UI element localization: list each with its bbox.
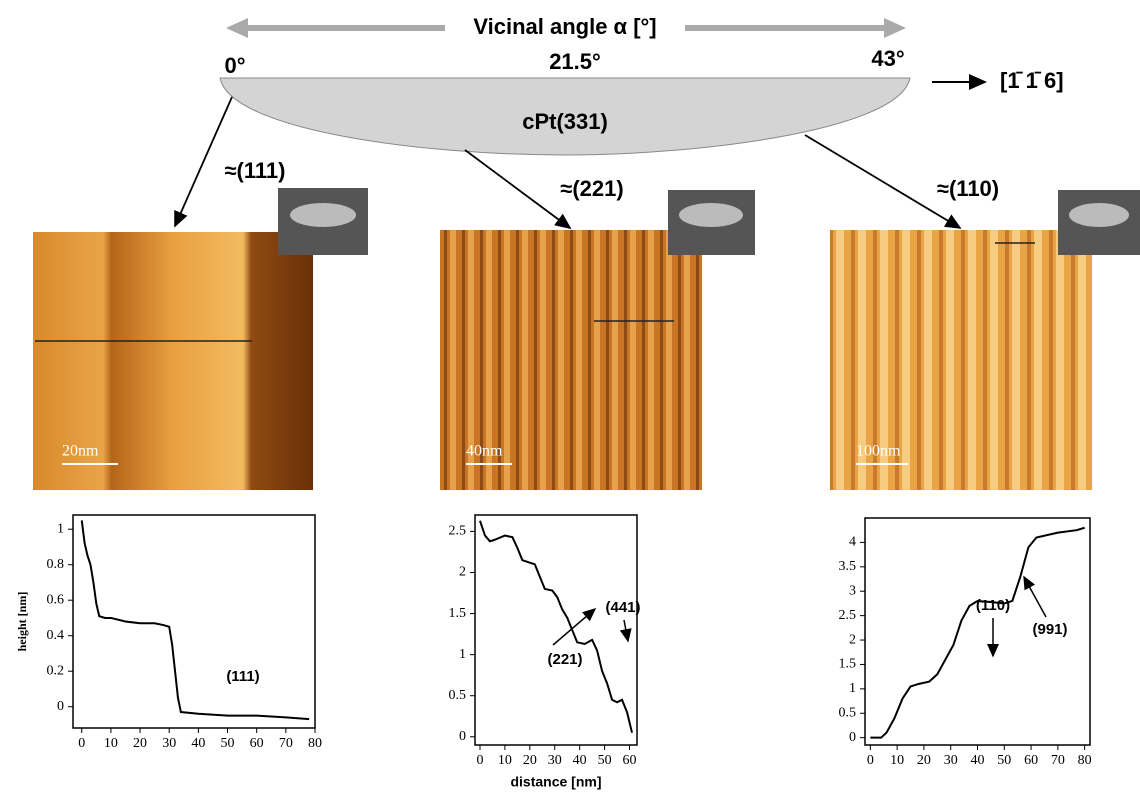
- x-tick-label: 10: [104, 736, 118, 751]
- plot-frame: [475, 515, 637, 745]
- y-tick-label: 2: [849, 632, 856, 647]
- y-tick-label: 2.5: [449, 524, 467, 539]
- scale-bar-label: 100nm: [856, 443, 901, 460]
- x-tick-label: 30: [944, 753, 958, 768]
- x-tick-label: 20: [917, 753, 931, 768]
- x-tick-label: 70: [279, 736, 293, 751]
- annotation-arrow: [553, 609, 595, 645]
- annotation: (110): [976, 597, 1010, 614]
- y-tick-label: 3.5: [839, 559, 857, 574]
- facet-label: ≈(221): [560, 176, 623, 201]
- y-tick-label: 1.5: [839, 657, 857, 672]
- x-tick-label: 0: [476, 753, 483, 768]
- x-tick-label: 80: [308, 736, 322, 751]
- y-tick-label: 0.8: [47, 557, 65, 572]
- angle-label: 43°: [871, 46, 904, 71]
- x-tick-label: 50: [997, 753, 1011, 768]
- annotation: (221): [547, 651, 582, 668]
- facet-label: ≈(110): [937, 176, 999, 201]
- y-tick-label: 1: [849, 681, 856, 696]
- y-tick-label: 1: [459, 647, 466, 662]
- angle-label: 0°: [224, 53, 245, 78]
- y-tick-label: 0: [849, 730, 856, 745]
- y-tick-label: 0.5: [839, 705, 857, 720]
- x-tick-label: 0: [867, 753, 874, 768]
- x-tick-label: 20: [523, 753, 537, 768]
- x-tick-label: 70: [1051, 753, 1065, 768]
- y-tick-label: 1: [57, 521, 64, 536]
- figure: Vicinal angle α [°] 0° 21.5° 43° [1̄ 1̄ …: [0, 0, 1140, 795]
- data-line: [480, 521, 632, 733]
- y-axis-label: height [nm]: [15, 592, 29, 652]
- axis-title: Vicinal angle α [°]: [473, 14, 656, 39]
- x-tick-label: 30: [162, 736, 176, 751]
- y-tick-label: 0: [459, 729, 466, 744]
- x-tick-label: 40: [573, 753, 587, 768]
- x-axis-label: distance [nm]: [510, 774, 601, 790]
- photo-detail: [290, 203, 356, 227]
- scale-bar-label: 20nm: [62, 443, 99, 460]
- x-tick-label: 60: [250, 736, 264, 751]
- y-tick-label: 0.4: [47, 628, 65, 643]
- annotation-arrow: [624, 620, 628, 641]
- annotation: (441): [605, 599, 640, 616]
- annotation: (991): [1032, 621, 1067, 638]
- facet-label: ≈(111): [224, 158, 285, 183]
- angle-label: 21.5°: [549, 49, 601, 74]
- photo-detail: [679, 203, 743, 227]
- y-tick-label: 2.5: [839, 608, 857, 623]
- x-tick-label: 40: [971, 753, 985, 768]
- x-tick-label: 0: [78, 736, 85, 751]
- y-tick-label: 0.5: [449, 688, 467, 703]
- x-tick-label: 40: [191, 736, 205, 751]
- annotation: (111): [226, 668, 259, 685]
- x-tick-label: 80: [1078, 753, 1092, 768]
- x-tick-label: 60: [1024, 753, 1038, 768]
- data-line: [82, 520, 309, 719]
- x-tick-label: 50: [598, 753, 612, 768]
- annotation-arrow: [1024, 577, 1046, 617]
- scale-bar-label: 40nm: [466, 443, 503, 460]
- crystal-label: cPt(331): [522, 109, 608, 134]
- y-tick-label: 3: [849, 583, 856, 598]
- y-tick-label: 0: [57, 699, 64, 714]
- y-tick-label: 0.2: [47, 663, 65, 678]
- direction-label: [1̄ 1̄ 6]: [1000, 68, 1064, 93]
- y-tick-label: 2: [459, 565, 466, 580]
- y-tick-label: 0.6: [47, 592, 65, 607]
- plot-frame: [73, 515, 315, 728]
- x-tick-label: 30: [548, 753, 562, 768]
- y-tick-label: 4: [849, 535, 856, 550]
- y-tick-label: 1.5: [449, 606, 467, 621]
- photo-detail: [1069, 203, 1129, 227]
- x-tick-label: 20: [133, 736, 147, 751]
- x-tick-label: 50: [221, 736, 235, 751]
- x-tick-label: 60: [623, 753, 637, 768]
- x-tick-label: 10: [498, 753, 512, 768]
- x-tick-label: 10: [890, 753, 904, 768]
